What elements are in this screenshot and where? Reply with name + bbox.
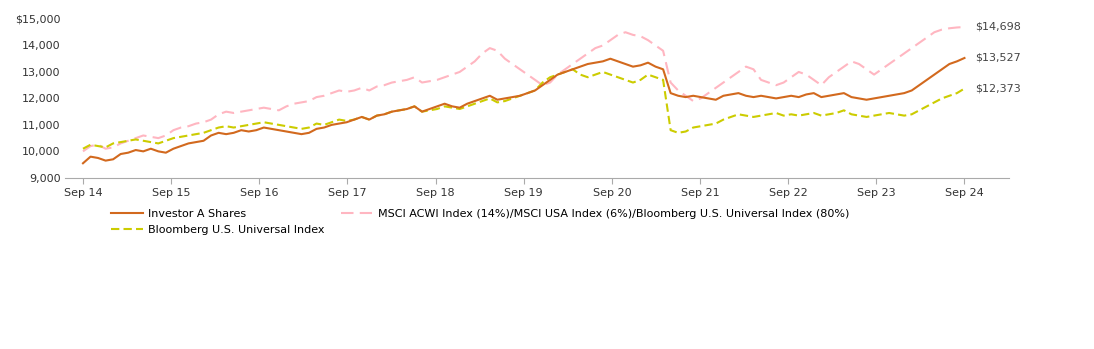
- Text: $12,373: $12,373: [975, 83, 1021, 94]
- Text: $14,698: $14,698: [975, 22, 1021, 32]
- Text: $13,527: $13,527: [975, 53, 1021, 63]
- Legend: Investor A Shares, Bloomberg U.S. Universal Index, MSCI ACWI Index (14%)/MSCI US: Investor A Shares, Bloomberg U.S. Univer…: [107, 205, 853, 239]
